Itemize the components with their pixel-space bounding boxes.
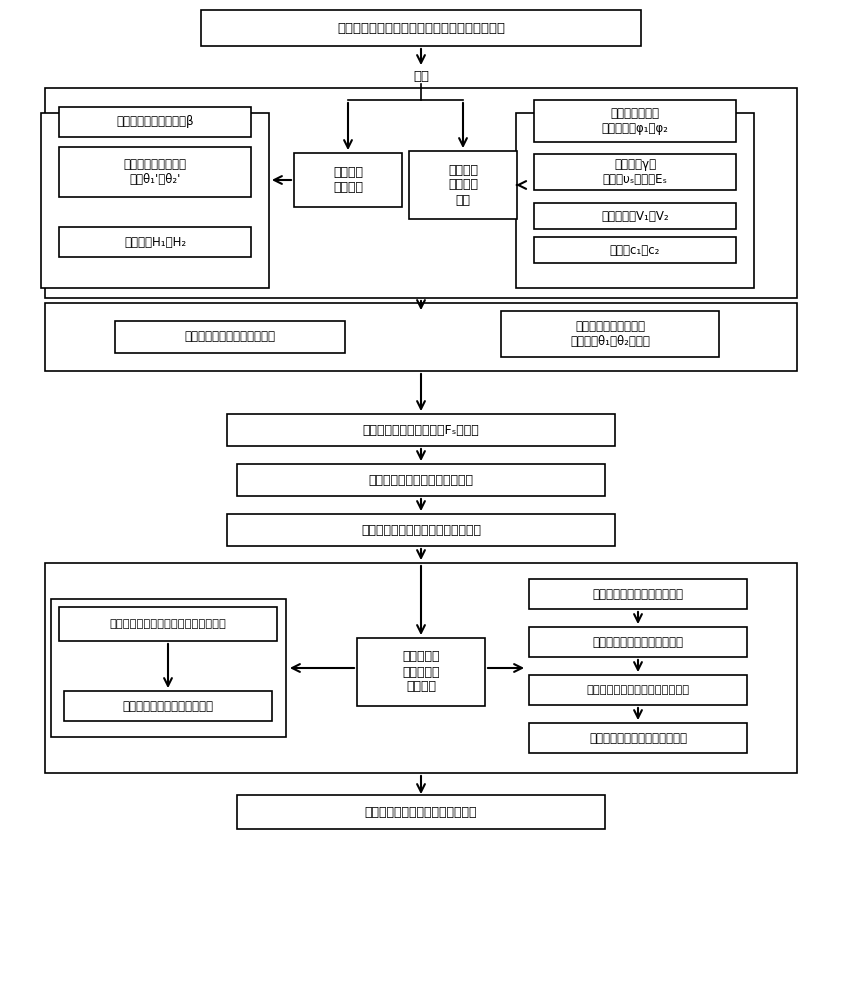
Bar — [529, 723, 747, 753]
Bar — [534, 203, 736, 229]
Text: 获取: 获取 — [413, 70, 429, 83]
Text: 滑动面沿边坡坡面倾向
的真倾角θ₁和θ₂的确定: 滑动面沿边坡坡面倾向 的真倾角θ₁和θ₂的确定 — [570, 320, 650, 348]
Bar — [409, 151, 517, 219]
Text: 岩体边坡滑坡体分界面的确定: 岩体边坡滑坡体分界面的确定 — [185, 330, 276, 344]
Bar — [534, 154, 736, 190]
Text: 岩体锚杆合理锚固长度的确定: 岩体锚杆合理锚固长度的确定 — [593, 636, 684, 648]
Bar — [59, 147, 251, 197]
Bar — [59, 227, 251, 257]
Text: 预应力锚杆最优锚固体半径的确定: 预应力锚杆最优锚固体半径的确定 — [587, 685, 690, 695]
Text: 岩体边坡预应力锚杆最优入射角的确定: 岩体边坡预应力锚杆最优入射角的确定 — [110, 619, 227, 629]
Text: 边坡走向、倾向、倾角β: 边坡走向、倾向、倾角β — [116, 115, 194, 128]
Bar — [45, 88, 797, 298]
Text: 预应力锚杆最优锚固长度的确定: 预应力锚杆最优锚固长度的确定 — [589, 732, 687, 744]
Bar — [115, 321, 345, 353]
Text: 滑动面走向、倾向、
倾角θ₁'和θ₂': 滑动面走向、倾向、 倾角θ₁'和θ₂' — [124, 158, 186, 186]
Text: 预应力锚杆自由段长度的确定: 预应力锚杆自由段长度的确定 — [122, 700, 213, 712]
Text: 岩体边坡稳定性修正系数的确定: 岩体边坡稳定性修正系数的确定 — [368, 474, 474, 487]
Text: 预应力锚杆
加固参数的
优化测定: 预应力锚杆 加固参数的 优化测定 — [402, 650, 440, 694]
Bar — [59, 107, 251, 137]
Bar — [294, 153, 402, 207]
Bar — [529, 675, 747, 705]
Bar — [237, 464, 605, 496]
Text: 岩体重度γ、
泊松比υₛ、刚度Eₛ: 岩体重度γ、 泊松比υₛ、刚度Eₛ — [603, 158, 668, 186]
Bar — [45, 563, 797, 773]
Text: 岩体锚杆临界锚固长度的确定: 岩体锚杆临界锚固长度的确定 — [593, 587, 684, 600]
Text: 滑动体的岩块摩
擦角标准值φ₁和φ₂: 滑动体的岩块摩 擦角标准值φ₁和φ₂ — [602, 107, 668, 135]
Bar — [41, 112, 269, 288]
Bar — [237, 795, 605, 829]
Text: 边坡坡高H₁和H₂: 边坡坡高H₁和H₂ — [124, 235, 186, 248]
Text: 边坡基本
形态要素: 边坡基本 形态要素 — [333, 166, 363, 194]
Bar — [529, 627, 747, 657]
Text: 预应力锚杆最优设计总长度的确定: 预应力锚杆最优设计总长度的确定 — [365, 806, 477, 818]
Bar — [501, 311, 719, 357]
Text: 锚杆布设及锚杆加固抗滑力值的确定: 锚杆布设及锚杆加固抗滑力值的确定 — [361, 524, 481, 536]
Bar — [64, 691, 272, 721]
Bar — [529, 579, 747, 609]
Bar — [227, 414, 615, 446]
Bar — [534, 237, 736, 263]
Bar — [227, 514, 615, 546]
Text: 粘聚力c₁和c₂: 粘聚力c₁和c₂ — [609, 243, 660, 256]
Bar — [201, 10, 641, 46]
Bar — [45, 303, 797, 371]
Bar — [516, 112, 754, 288]
Bar — [357, 638, 485, 706]
Bar — [51, 599, 286, 737]
Text: 对待加固边坡进行岩土工程勘查与现场原位试验: 对待加固边坡进行岩土工程勘查与现场原位试验 — [337, 21, 505, 34]
Text: 边坡基本
物理力学
参数: 边坡基本 物理力学 参数 — [448, 163, 478, 207]
Text: 岩体边坡整体稳定性系数Fₛ的确定: 岩体边坡整体稳定性系数Fₛ的确定 — [362, 424, 480, 436]
Text: 滑动体体积V₁和V₂: 滑动体体积V₁和V₂ — [601, 210, 668, 223]
Bar — [59, 607, 277, 641]
Bar — [534, 100, 736, 142]
